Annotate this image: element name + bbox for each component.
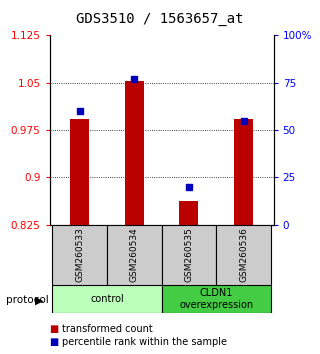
- Point: [241, 118, 246, 124]
- Point: [132, 76, 137, 82]
- Text: percentile rank within the sample: percentile rank within the sample: [62, 337, 228, 347]
- Bar: [107, 225, 162, 285]
- Text: control: control: [90, 294, 124, 304]
- Bar: [216, 225, 271, 285]
- Text: protocol: protocol: [6, 295, 49, 305]
- Text: ▶: ▶: [35, 295, 43, 305]
- Point: [77, 108, 82, 114]
- Bar: [162, 225, 216, 285]
- Bar: [179, 201, 198, 225]
- Bar: [234, 119, 253, 225]
- Text: ■: ■: [50, 337, 59, 347]
- Text: CLDN1
overexpression: CLDN1 overexpression: [179, 288, 253, 310]
- Text: GSM260536: GSM260536: [239, 227, 248, 282]
- Text: GSM260534: GSM260534: [130, 228, 139, 282]
- Text: ■: ■: [50, 324, 59, 333]
- Bar: [52, 225, 107, 285]
- Point: [186, 184, 191, 190]
- Text: transformed count: transformed count: [62, 324, 153, 333]
- Text: GDS3510 / 1563657_at: GDS3510 / 1563657_at: [76, 12, 244, 27]
- Text: GSM260535: GSM260535: [184, 227, 193, 282]
- Bar: [125, 81, 144, 225]
- Bar: [70, 119, 89, 225]
- Bar: [52, 285, 162, 313]
- Text: GSM260533: GSM260533: [75, 227, 84, 282]
- Bar: [162, 285, 271, 313]
